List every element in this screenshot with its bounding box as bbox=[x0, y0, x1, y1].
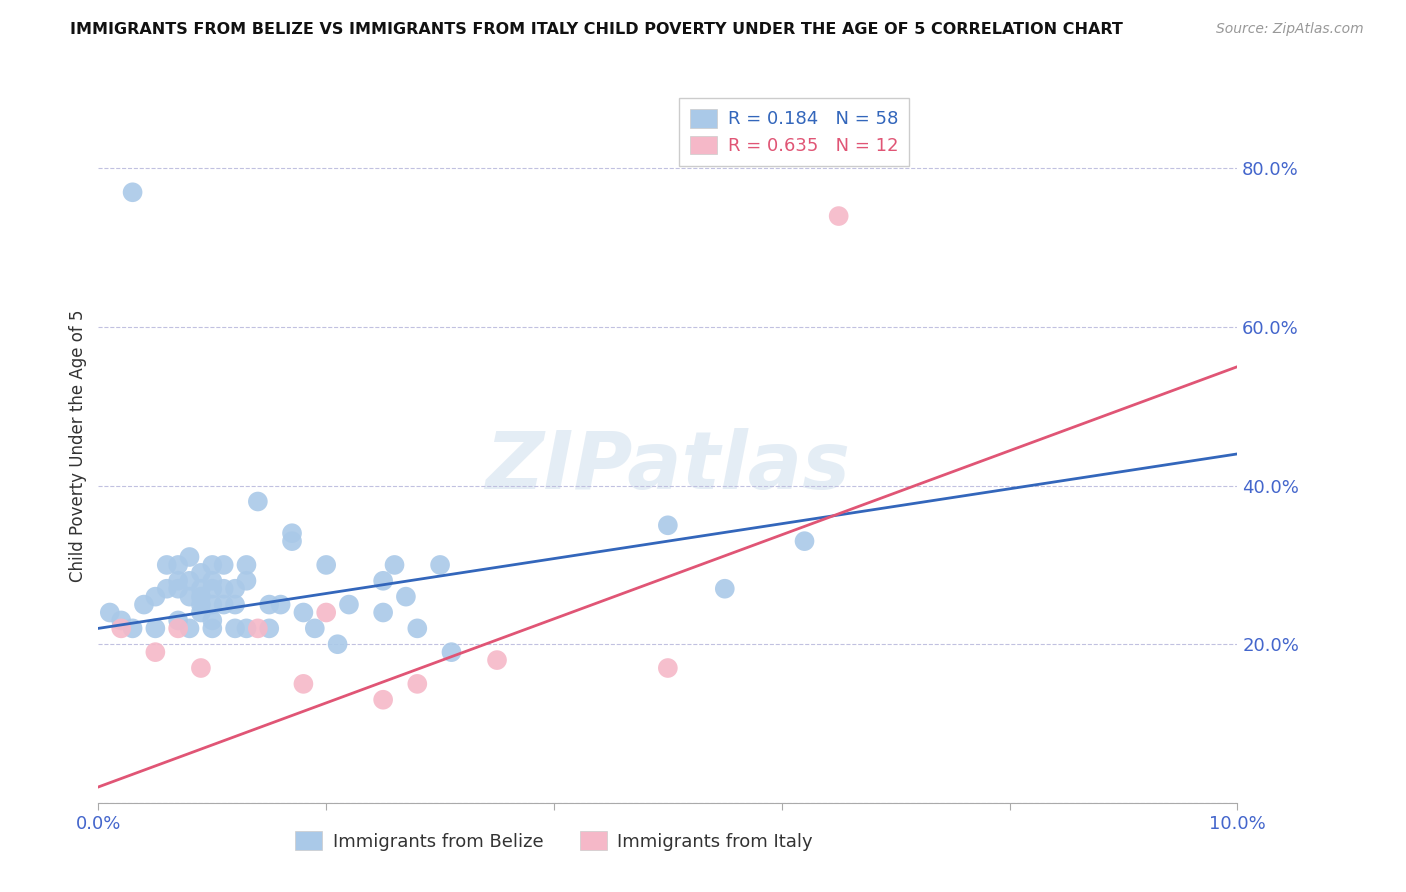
Point bbox=[281, 526, 304, 541]
Point bbox=[212, 598, 235, 612]
Point bbox=[167, 621, 190, 635]
Point bbox=[167, 614, 190, 628]
Point bbox=[132, 598, 155, 612]
Point bbox=[440, 645, 463, 659]
Point bbox=[486, 653, 509, 667]
Point bbox=[828, 209, 851, 223]
Point bbox=[224, 598, 246, 612]
Point bbox=[201, 558, 224, 572]
Point bbox=[190, 582, 212, 596]
Point bbox=[179, 549, 201, 564]
Point bbox=[657, 661, 679, 675]
Point bbox=[212, 558, 235, 572]
Point bbox=[167, 558, 190, 572]
Point bbox=[281, 534, 304, 549]
Point bbox=[201, 621, 224, 635]
Point bbox=[406, 621, 429, 635]
Point bbox=[145, 590, 167, 604]
Point bbox=[201, 582, 224, 596]
Point bbox=[110, 614, 132, 628]
Point bbox=[190, 590, 212, 604]
Point bbox=[384, 558, 406, 572]
Point bbox=[259, 598, 281, 612]
Point bbox=[201, 574, 224, 588]
Point bbox=[246, 621, 269, 635]
Point bbox=[179, 574, 201, 588]
Point bbox=[98, 606, 121, 620]
Point bbox=[315, 558, 337, 572]
Legend: Immigrants from Belize, Immigrants from Italy: Immigrants from Belize, Immigrants from … bbox=[288, 824, 820, 858]
Point bbox=[212, 582, 235, 596]
Point bbox=[373, 606, 395, 620]
Point bbox=[373, 692, 395, 706]
Point bbox=[224, 582, 246, 596]
Point bbox=[179, 590, 201, 604]
Point bbox=[190, 606, 212, 620]
Point bbox=[326, 637, 349, 651]
Point bbox=[201, 614, 224, 628]
Point bbox=[373, 574, 395, 588]
Point bbox=[304, 621, 326, 635]
Point bbox=[145, 645, 167, 659]
Point bbox=[179, 621, 201, 635]
Point bbox=[235, 574, 257, 588]
Point bbox=[190, 566, 212, 580]
Point bbox=[657, 518, 679, 533]
Point bbox=[145, 621, 167, 635]
Point bbox=[429, 558, 451, 572]
Text: IMMIGRANTS FROM BELIZE VS IMMIGRANTS FROM ITALY CHILD POVERTY UNDER THE AGE OF 5: IMMIGRANTS FROM BELIZE VS IMMIGRANTS FRO… bbox=[70, 22, 1123, 37]
Point bbox=[156, 558, 179, 572]
Point bbox=[714, 582, 737, 596]
Point bbox=[156, 582, 179, 596]
Point bbox=[395, 590, 418, 604]
Point bbox=[190, 598, 212, 612]
Point bbox=[259, 621, 281, 635]
Point bbox=[201, 598, 224, 612]
Point bbox=[292, 606, 315, 620]
Point bbox=[121, 621, 143, 635]
Point bbox=[224, 621, 246, 635]
Point bbox=[270, 598, 292, 612]
Point bbox=[110, 621, 132, 635]
Point bbox=[235, 621, 257, 635]
Point bbox=[167, 582, 190, 596]
Point bbox=[337, 598, 360, 612]
Text: ZIPatlas: ZIPatlas bbox=[485, 428, 851, 507]
Point bbox=[315, 606, 337, 620]
Y-axis label: Child Poverty Under the Age of 5: Child Poverty Under the Age of 5 bbox=[69, 310, 87, 582]
Point bbox=[292, 677, 315, 691]
Point bbox=[235, 558, 257, 572]
Point bbox=[246, 494, 269, 508]
Text: Source: ZipAtlas.com: Source: ZipAtlas.com bbox=[1216, 22, 1364, 37]
Point bbox=[793, 534, 815, 549]
Point bbox=[167, 574, 190, 588]
Point bbox=[121, 186, 143, 200]
Point bbox=[190, 661, 212, 675]
Point bbox=[406, 677, 429, 691]
